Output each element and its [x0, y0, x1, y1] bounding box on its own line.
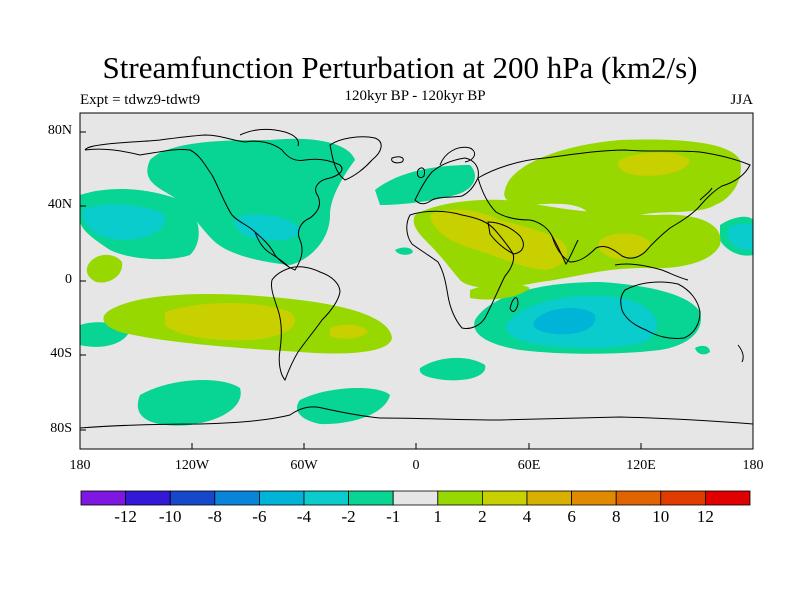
contour-neg-north-america: [147, 138, 355, 265]
x-tick-label-180-east: 180: [742, 458, 764, 473]
contour-neg-east-atlantic-spot: [395, 247, 413, 255]
season-label: JJA: [730, 92, 753, 108]
map-panel: [80, 113, 753, 449]
colorbar-box: [303, 490, 349, 506]
colorbar-box: [437, 490, 483, 506]
y-tick-label-40S: 40S: [50, 346, 72, 361]
x-tick-label-120E: 120E: [626, 458, 656, 473]
colorbar-label: 2: [478, 507, 487, 526]
experiment-label: Expt = tdwz9-tdwt9: [80, 92, 201, 108]
colorbar-label: -4: [296, 507, 312, 526]
coast-iceland: [391, 156, 404, 164]
axis-ticks: [79, 131, 754, 449]
coast-canada-arctic: [239, 128, 299, 147]
coast-madagascar: [509, 297, 519, 312]
colorbar-label: -2: [341, 507, 356, 526]
coast-india: [551, 235, 579, 265]
contour-pos-pacific-equator: [86, 254, 123, 283]
x-tick-label-120W: 120W: [174, 458, 210, 473]
contour-pos-africa-south: [470, 283, 530, 300]
coast-scandinavia: [439, 146, 476, 166]
coast-greenland: [329, 136, 382, 181]
colorbar-box: [526, 490, 572, 506]
colorbar-label: 6: [567, 507, 576, 526]
colorbar-box: [571, 490, 617, 506]
colorbar-label: -12: [114, 507, 137, 526]
colorbar-box: [214, 490, 260, 506]
coast-australia: [620, 281, 701, 339]
x-tick-label-180-west: 180: [69, 458, 91, 473]
contour-neg-south-atlantic: [419, 357, 486, 381]
coast-south-america: [271, 266, 341, 381]
colorbar-label: -10: [158, 507, 182, 526]
y-tick-label-40N: 40N: [47, 197, 72, 212]
colorbar: [80, 490, 751, 506]
colorbar-box: [258, 490, 305, 506]
colorbar-box: [660, 490, 706, 506]
contour-pos2-middle-east: [430, 209, 568, 270]
contour-neg2-gulf: [234, 214, 301, 241]
contour-neg2-west-pacific: [728, 223, 753, 251]
coast-asia: [477, 149, 751, 263]
x-tick-label-0: 0: [412, 458, 420, 473]
coast-antarctica: [80, 406, 753, 429]
coastlines: [80, 128, 753, 429]
colorbar-label: 1: [433, 507, 443, 526]
colorbar-box: [125, 490, 171, 506]
colorbar-box: [169, 490, 216, 506]
y-tick-label-80S: 80S: [50, 421, 72, 436]
colorbar-box: [80, 490, 126, 506]
contour-neg-atlantic-north: [375, 165, 475, 205]
y-tick-label-80N: 80N: [47, 123, 72, 138]
x-tick-label-60E: 60E: [517, 458, 541, 473]
coast-central-america: [254, 231, 291, 269]
colorbar-label: 12: [696, 507, 714, 526]
contour-pos2-chile: [330, 324, 368, 339]
coast-new-zealand: [737, 344, 744, 363]
contour-neg3-indian: [533, 308, 596, 335]
contour-neg-australia-east: [695, 345, 710, 355]
islands: [391, 156, 519, 312]
contour-pos2-asia: [618, 152, 690, 176]
negative-anomaly-cores: [82, 204, 753, 348]
x-tick-label-60W: 60W: [290, 458, 318, 473]
contour-pos2-southeast-asia: [598, 233, 650, 260]
colorbar-label: 10: [652, 507, 670, 526]
colorbar-box: [615, 490, 662, 506]
period-subtitle: 120kyr BP - 120kyr BP: [344, 88, 486, 104]
colorbar-box: [481, 490, 528, 506]
figure-title: Streamfunction Perturbation at 200 hPa (…: [102, 50, 698, 85]
coast-arabia: [487, 221, 524, 255]
colorbar-label: 4: [522, 507, 532, 526]
coast-indonesia: [614, 263, 689, 281]
colorbar-box: [392, 490, 439, 506]
coast-north-america: [84, 134, 343, 271]
y-tick-label-0: 0: [65, 272, 72, 287]
colorbar-label: -1: [386, 507, 401, 526]
colorbar-box: [705, 490, 751, 506]
contour-neg-southern-ocean-atl: [296, 388, 390, 425]
contour-pos2-south-pacific: [165, 303, 296, 341]
contour-neg2-pacific: [82, 204, 166, 240]
contour-neg-south-pacific-far: [137, 379, 241, 426]
colorbar-label: 8: [611, 507, 621, 526]
coast-uk: [417, 167, 425, 179]
negative-anomaly-core-deep: [533, 308, 596, 335]
positive-anomaly-cores: [165, 152, 690, 341]
colorbar-box: [348, 490, 394, 506]
colorbar-label: -8: [207, 507, 222, 526]
coast-japan: [699, 187, 713, 201]
colorbar-label: -6: [252, 507, 267, 526]
